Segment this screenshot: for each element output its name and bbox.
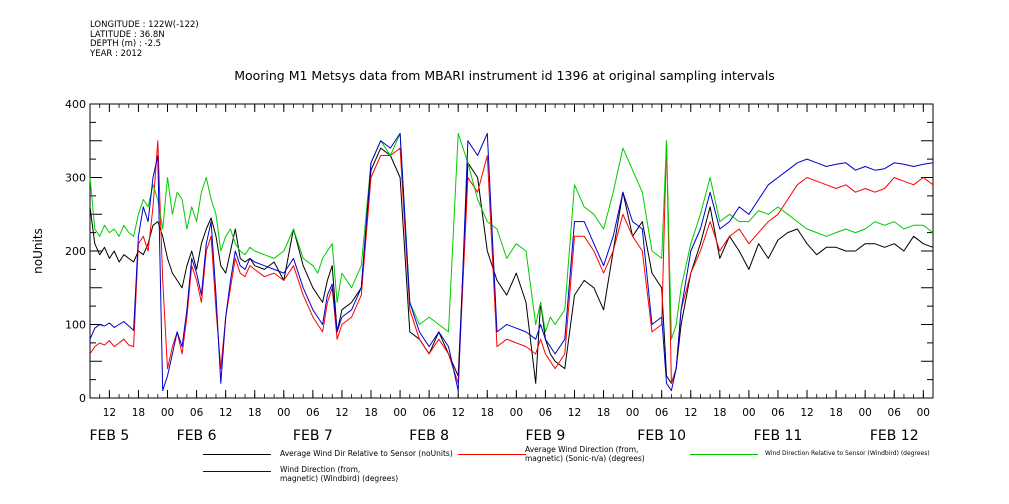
metadata-header: LONGITUDE : 122W(-122) LATITUDE : 36.8N … [90, 20, 199, 59]
x-date-label: FEB 11 [754, 428, 803, 444]
chart-title: Mooring M1 Metsys data from MBARI instru… [234, 68, 775, 83]
x-tick-label: 12 [335, 407, 348, 419]
x-tick-label: 06 [539, 407, 553, 419]
depth-text: DEPTH (m) : -2.5 [90, 39, 162, 49]
x-date-label: FEB 5 [89, 428, 129, 444]
x-tick-label: 12 [219, 407, 232, 419]
x-tick-label: 12 [568, 407, 581, 419]
longitude-text: LONGITUDE : 122W(-122) [90, 20, 199, 30]
y-axis-label: noUnits [31, 228, 45, 274]
y-tick-label: 0 [79, 392, 86, 405]
x-tick-label: 18 [364, 407, 377, 419]
x-date-label: FEB 6 [177, 428, 217, 444]
series-avg-wind-direction-sonic [89, 140, 934, 384]
x-tick-label: 18 [481, 407, 494, 419]
y-tick-label: 400 [65, 98, 86, 111]
x-tick-label: 06 [306, 407, 320, 419]
y-tick-label: 300 [65, 172, 86, 185]
x-date-label: FEB 12 [870, 428, 919, 444]
x-tick-label: 18 [597, 407, 610, 419]
year-text: YEAR : 2012 [90, 48, 143, 59]
x-tick-label: 06 [771, 407, 785, 419]
x-tick-label: 18 [713, 407, 726, 419]
x-tick-label: 12 [684, 407, 697, 419]
x-tick-label: 00 [393, 407, 406, 419]
x-tick-label: 00 [277, 407, 290, 419]
x-tick-label: 18 [829, 407, 842, 419]
x-tick-label: 12 [800, 407, 813, 419]
x-tick-label: 00 [858, 407, 871, 419]
x-tick-label: 12 [452, 407, 465, 419]
x-tick-label: 18 [132, 407, 145, 419]
series-wind-direction-windbird [89, 132, 934, 392]
x-date-label: FEB 9 [525, 428, 565, 444]
series-avg-wind-dir-relative [89, 147, 934, 384]
x-date-label: FEB 10 [637, 428, 686, 444]
y-tick-label: 100 [65, 319, 86, 332]
x-tick-label: 00 [742, 407, 755, 419]
x-tick-label: 12 [103, 407, 116, 419]
x-date-label: FEB 8 [409, 428, 449, 444]
x-tick-label: 00 [161, 407, 174, 419]
latitude-text: LATITUDE : 36.8N [90, 29, 165, 40]
x-tick-label: 18 [248, 407, 261, 419]
x-date-label: FEB 7 [293, 428, 333, 444]
series-wind-direction-relative-windbird [89, 132, 934, 340]
x-tick-label: 06 [422, 407, 436, 419]
x-tick-label: 06 [190, 407, 204, 419]
x-tick-label: 06 [655, 407, 669, 419]
x-tick-label: 00 [626, 407, 639, 419]
x-tick-label: 00 [917, 407, 930, 419]
y-tick-label: 200 [65, 245, 86, 258]
x-tick-label: 00 [510, 407, 523, 419]
x-tick-label: 06 [888, 407, 902, 419]
